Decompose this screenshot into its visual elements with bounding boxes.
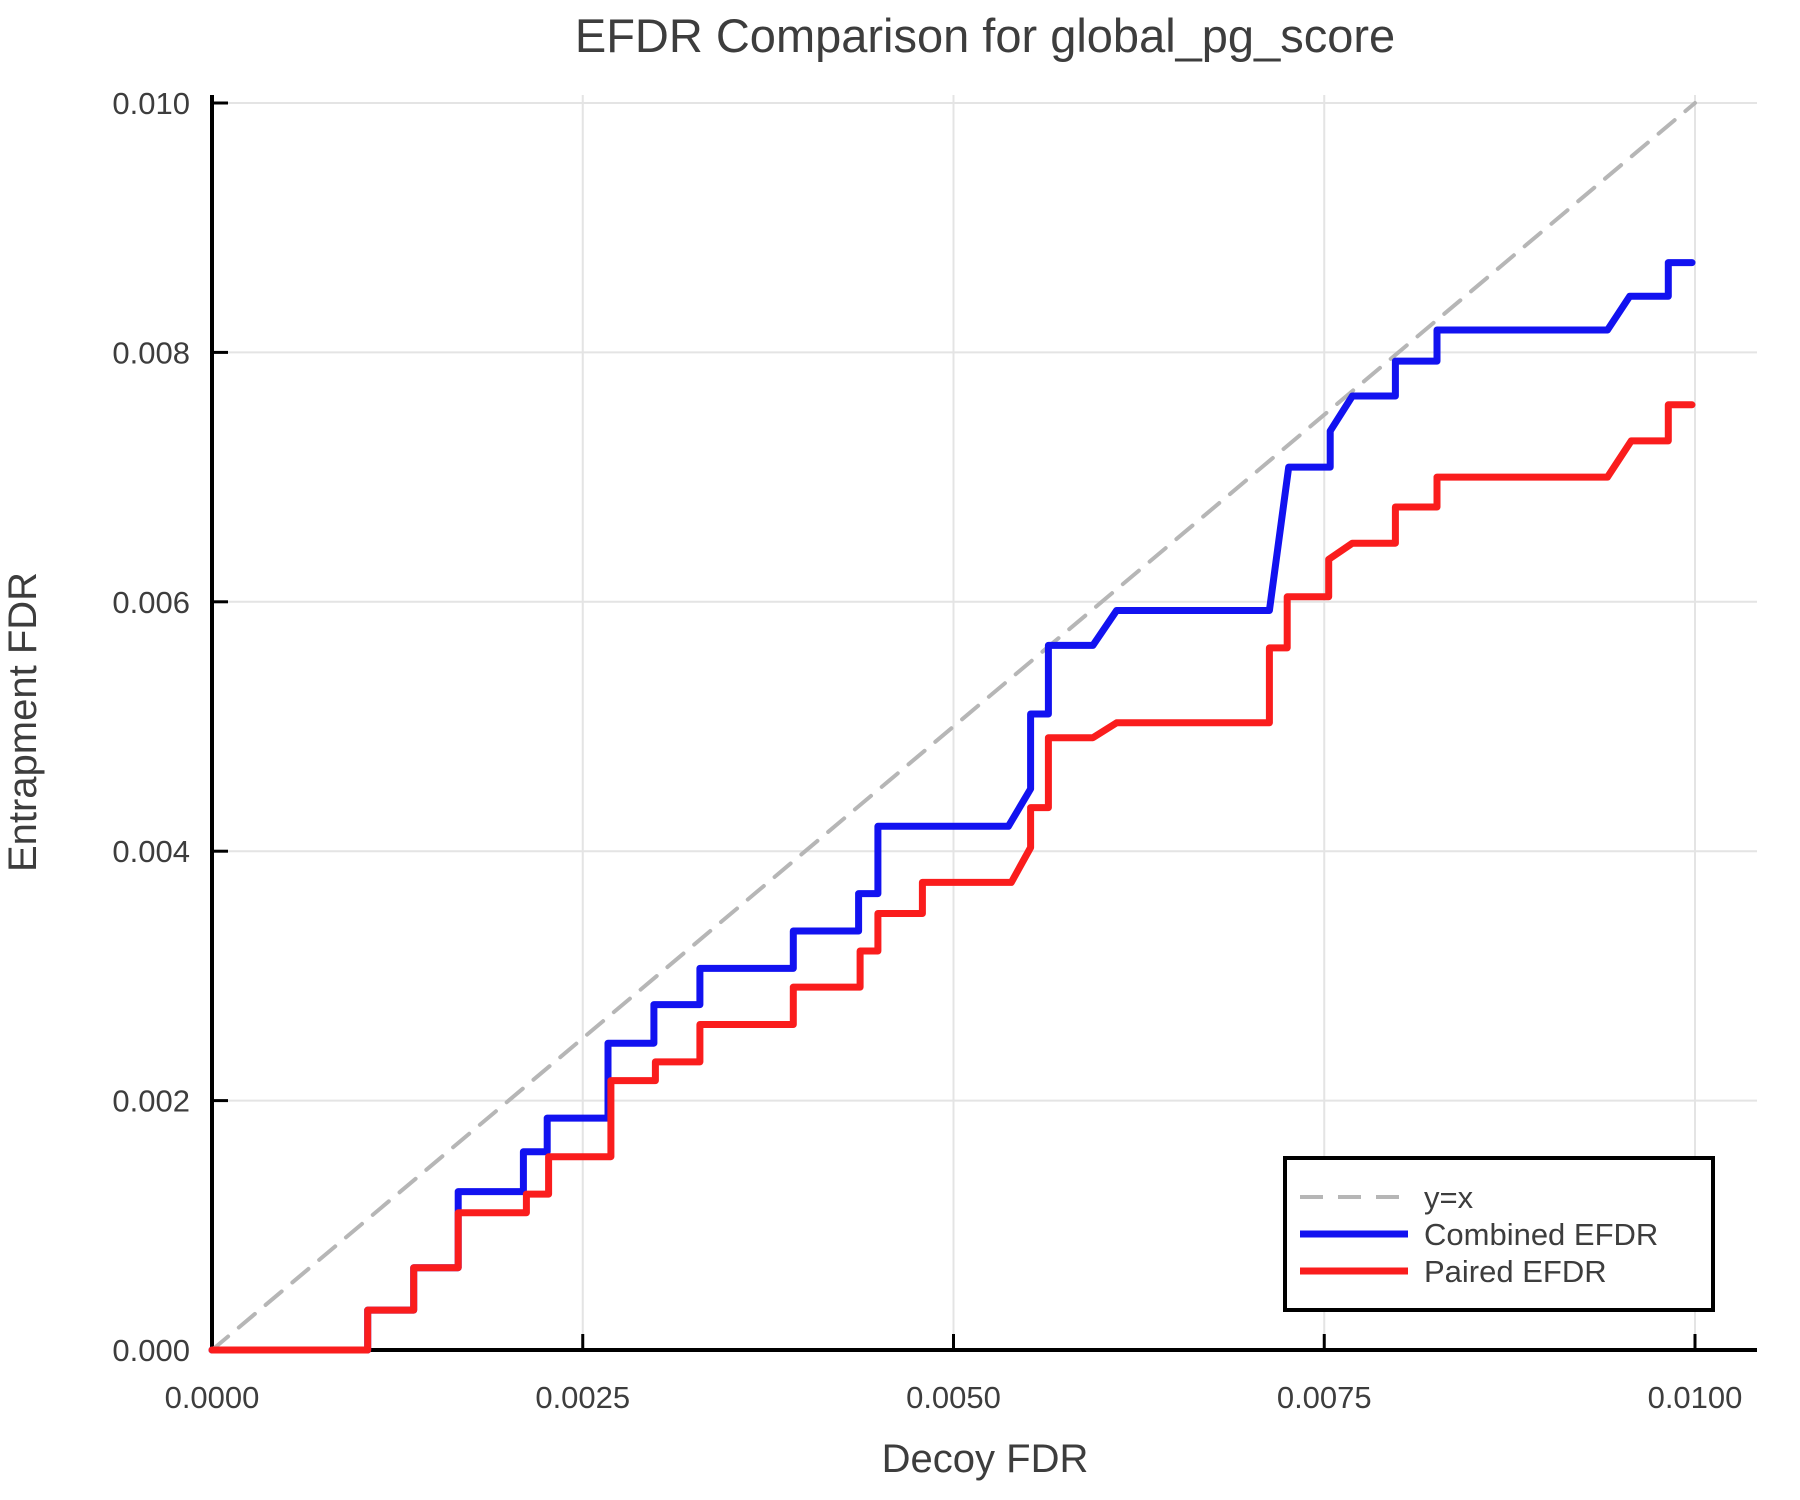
legend-label: Paired EFDR: [1424, 1254, 1607, 1289]
y-tick-label: 0.002: [112, 1084, 190, 1119]
y-tick-label: 0.000: [112, 1333, 190, 1368]
y-tick-label: 0.006: [112, 585, 190, 620]
y-tick-label: 0.010: [112, 86, 190, 121]
x-tick-label: 0.0100: [1648, 1380, 1743, 1415]
x-tick-label: 0.0050: [906, 1380, 1001, 1415]
x-tick-label: 0.0000: [165, 1380, 260, 1415]
legend-label: Combined EFDR: [1424, 1217, 1658, 1252]
x-axis-label: Decoy FDR: [882, 1437, 1089, 1481]
y-x-line: [210, 101, 1697, 1352]
y-tick-label: 0.004: [112, 834, 190, 869]
chart-title: EFDR Comparison for global_pg_score: [575, 9, 1395, 62]
paired-efdr-line: [208, 401, 1696, 1354]
combined-efdr-line: [208, 259, 1696, 1354]
x-tick-label: 0.0075: [1277, 1380, 1372, 1415]
series-lines: [208, 101, 1697, 1354]
legend-label: y=x: [1424, 1180, 1474, 1215]
x-tick-label: 0.0025: [535, 1380, 630, 1415]
tick-labels: 0.0000 0.0025 0.0050 0.0075 0.0100 0.000 0.002…: [112, 86, 1742, 1415]
gridlines: [212, 95, 1757, 1350]
y-tick-label: 0.008: [112, 335, 190, 370]
y-axis-label: Entrapment FDR: [1, 572, 45, 872]
